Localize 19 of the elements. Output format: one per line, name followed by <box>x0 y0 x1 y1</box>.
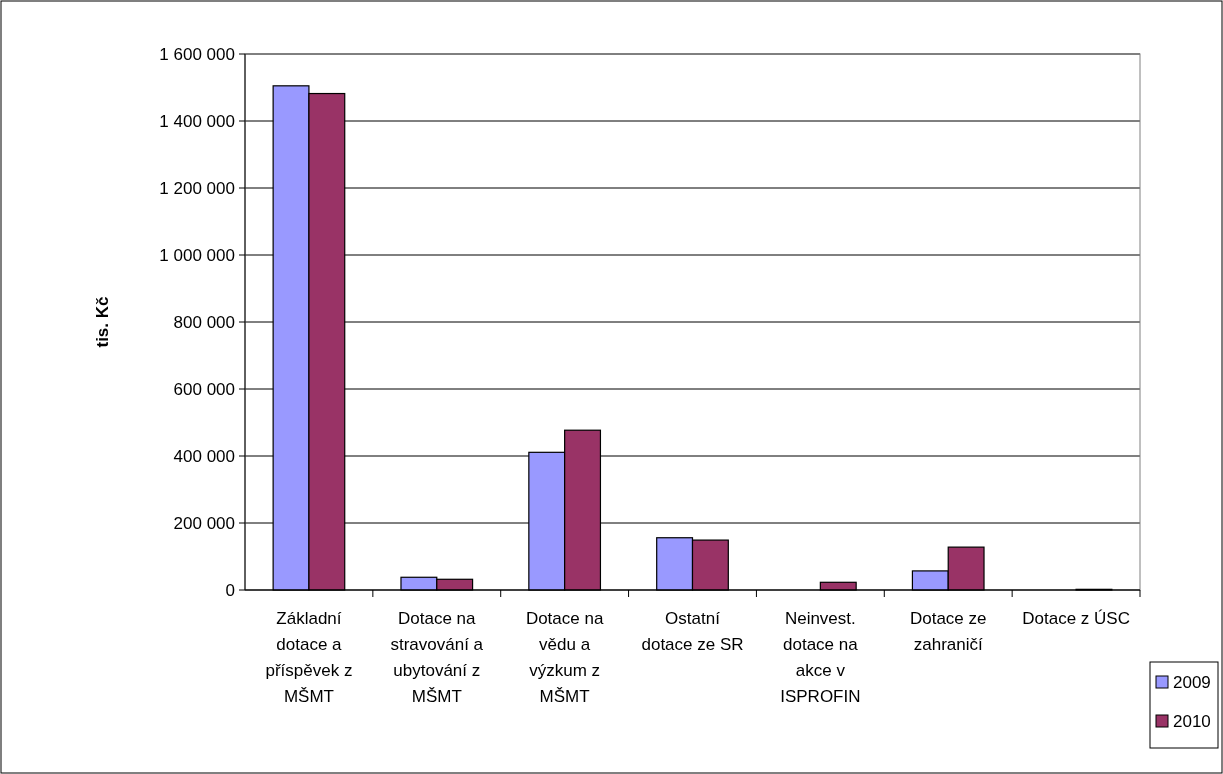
x-tick-label: Dotace z ÚSC <box>1022 609 1130 628</box>
y-tick-label: 0 <box>225 580 235 600</box>
x-tick-label: Dotace na vědu a výzkum z MŠMT <box>525 609 604 706</box>
x-tick-label: Základní dotace a příspěvek z MŠMT <box>265 609 353 706</box>
legend-label: 2010 <box>1173 711 1211 731</box>
x-tick-label: Dotace na stravování a ubytování z MŠMT <box>390 609 484 706</box>
y-tick-label: 200 000 <box>173 513 235 533</box>
y-tick-label: 1 400 000 <box>159 111 235 131</box>
legend-label: 2009 <box>1173 672 1211 692</box>
x-tick-label: Neinvest. dotace na akce v ISPROFIN <box>780 609 861 706</box>
x-tick-label: Ostatní dotace ze SR <box>641 609 744 654</box>
y-axis-title: tis. Kč <box>93 296 112 348</box>
y-tick-label: 400 000 <box>173 446 235 466</box>
y-tick-label: 600 000 <box>173 379 235 399</box>
y-tick-label: 1 600 000 <box>159 44 235 64</box>
x-tick-label: Dotace ze zahraničí <box>909 609 987 654</box>
y-tick-label: 1 000 000 <box>159 245 235 265</box>
y-tick-label: 800 000 <box>173 312 235 332</box>
y-tick-label: 1 200 000 <box>159 178 235 198</box>
